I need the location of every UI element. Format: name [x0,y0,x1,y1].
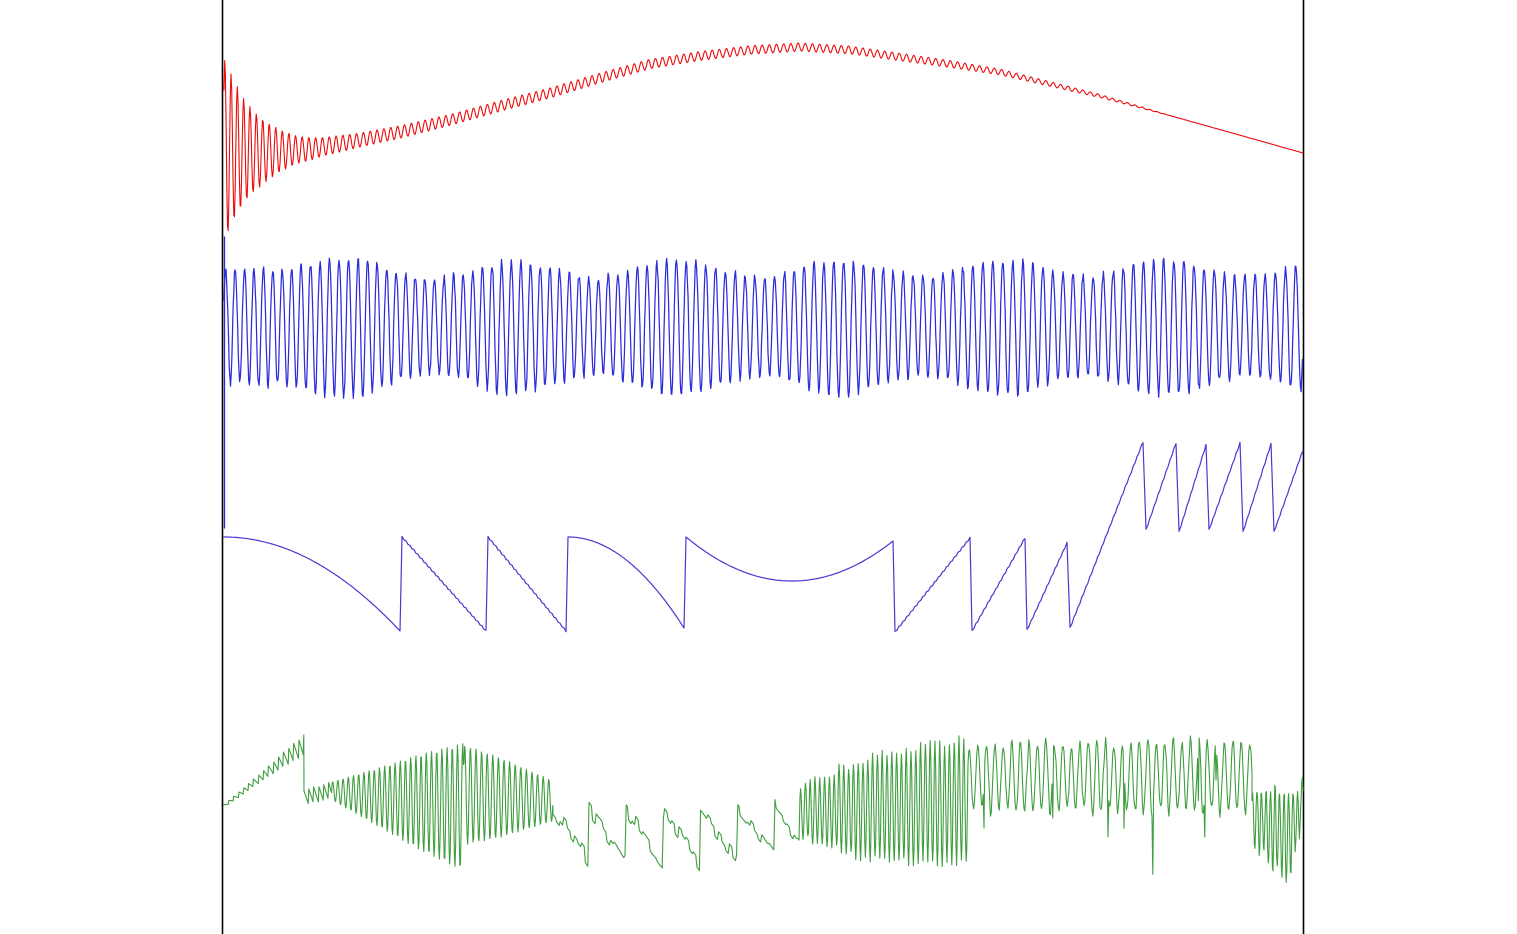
red-chirp-waveform [223,42,1304,232]
blue-oscillation-waveform [223,257,1304,400]
violet-sawtooth-waveform [223,441,1304,633]
green-noisy-waveform [223,734,1304,884]
